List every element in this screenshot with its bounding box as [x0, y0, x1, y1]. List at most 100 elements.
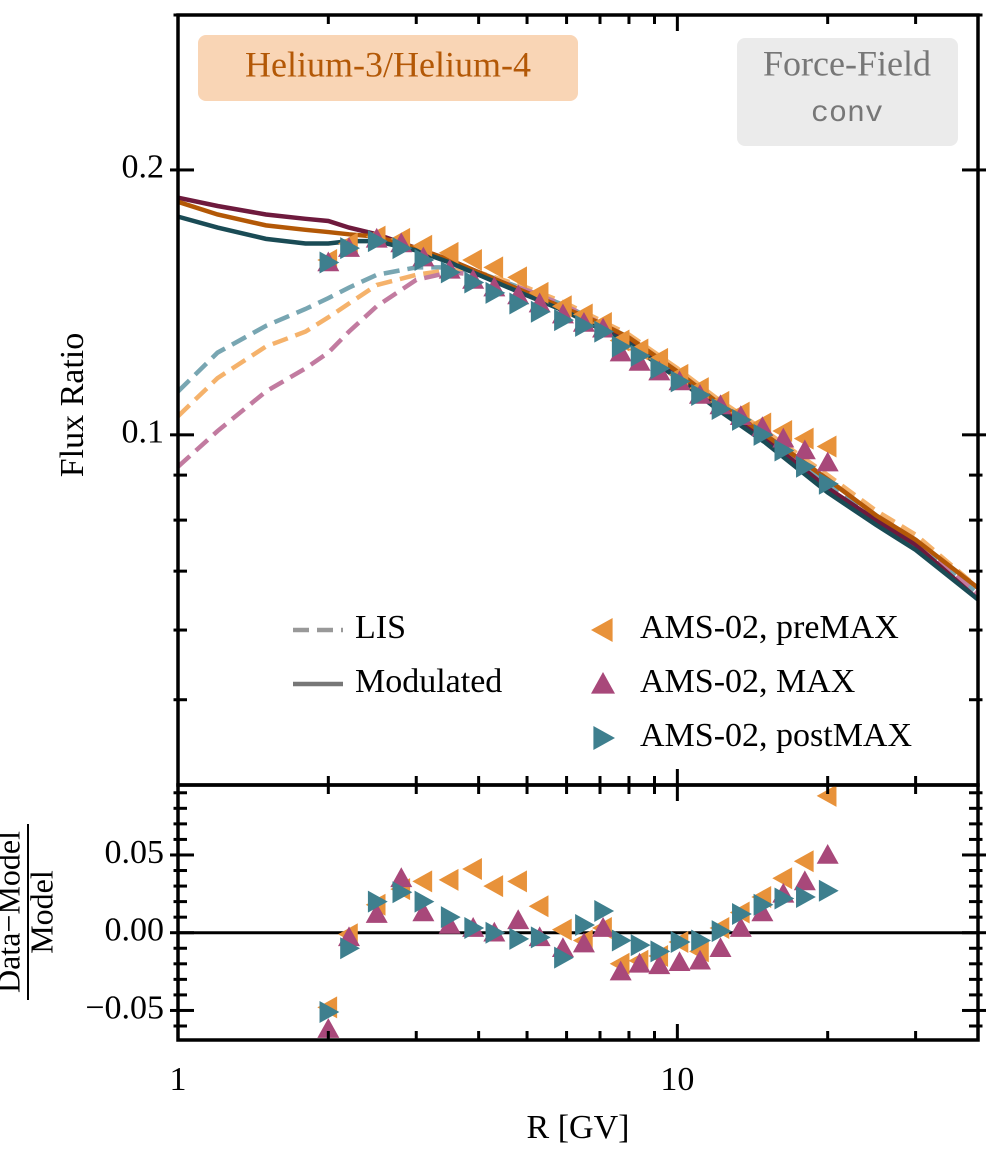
legend-label: LIS: [355, 609, 406, 646]
y-tick-label: −0.05: [85, 989, 164, 1026]
data-point: [464, 917, 485, 940]
data-point: [392, 881, 413, 904]
data-point: [650, 357, 671, 380]
y-label-numerator: Data−Model: [0, 831, 26, 993]
data-point: [732, 903, 752, 926]
y-tick-label: 0.2: [122, 149, 165, 186]
data-point: [668, 951, 691, 972]
data-point: [816, 843, 839, 864]
data-point: [753, 423, 774, 446]
residual-y-label: Data−Model Model: [0, 824, 59, 1000]
model-curve: [176, 267, 980, 590]
data-point: [594, 899, 615, 922]
data-point: [611, 929, 632, 952]
x-tick-label: 10: [660, 1061, 694, 1098]
data-point: [816, 435, 837, 458]
data-point: [753, 893, 774, 916]
data-point: [507, 266, 527, 289]
data-point: [414, 249, 435, 272]
data-point: [572, 932, 595, 953]
data-point: [575, 913, 595, 936]
data-point: [732, 408, 752, 431]
model-tag: conv: [811, 97, 883, 131]
data-point: [438, 913, 461, 934]
data-point: [793, 870, 816, 891]
data-point: [365, 903, 388, 923]
data-point: [528, 281, 549, 304]
data-point: [412, 901, 435, 922]
data-point: [509, 292, 530, 315]
data-point: [507, 909, 530, 930]
data-point: [464, 271, 485, 294]
data-point: [483, 256, 504, 279]
data-point: [628, 952, 651, 973]
legend-label: AMS-02, MAX: [640, 663, 855, 700]
data-point: [691, 929, 711, 952]
data-point: [709, 937, 732, 958]
data-point: [390, 867, 413, 888]
data-point: [412, 870, 433, 893]
data-point: [630, 934, 651, 957]
data-point: [438, 868, 459, 891]
data-point: [594, 320, 615, 343]
data-point: [438, 241, 459, 264]
data-point: [554, 946, 574, 969]
data-point: [729, 917, 752, 937]
model-curve: [177, 199, 980, 590]
data-point: [611, 335, 632, 358]
data-point: [688, 949, 711, 970]
data-point: [711, 920, 732, 943]
data-point: [340, 237, 360, 260]
data-point: [367, 230, 388, 253]
data-point: [317, 1018, 340, 1038]
x-axis-label: R [GV]: [527, 1109, 630, 1146]
data-point: [575, 314, 595, 337]
data-point: [485, 921, 506, 944]
data-point: [793, 850, 814, 873]
data-point: [319, 1001, 340, 1024]
data-point: [528, 895, 549, 918]
data-point: [551, 918, 572, 941]
data-point: [796, 455, 816, 478]
data-point: [485, 281, 506, 304]
data-point: [414, 890, 435, 913]
data-point: [507, 870, 527, 893]
data-point: [648, 954, 671, 975]
data-point: [818, 472, 839, 495]
data-point: [554, 309, 574, 332]
data-point: [367, 890, 388, 913]
y-label-denominator: Model: [23, 870, 59, 954]
title-box: [198, 35, 578, 101]
data-point: [440, 906, 461, 929]
data-point: [774, 439, 795, 462]
data-point: [462, 249, 482, 272]
data-point: [340, 937, 360, 960]
data-point: [648, 347, 669, 370]
data-point: [630, 344, 651, 367]
data-point: [816, 784, 837, 807]
data-point: [609, 960, 632, 981]
data-point: [816, 451, 839, 472]
data-point: [818, 879, 839, 902]
model-box: [737, 38, 958, 146]
data-point: [793, 439, 816, 460]
data-point: [650, 940, 671, 963]
y-axis-label: Flux Ratio: [54, 333, 91, 478]
data-point: [774, 887, 795, 910]
data-point: [793, 427, 814, 450]
data-point: [691, 383, 711, 406]
data-point: [530, 300, 551, 323]
legend-label: AMS-02, preMAX: [640, 609, 899, 646]
data-point: [392, 237, 413, 260]
model-label: Force-Field: [763, 43, 931, 83]
data-point: [530, 926, 551, 949]
data-point: [670, 931, 691, 954]
legend-marker: [591, 618, 613, 642]
data-point: [462, 857, 482, 880]
model-curve: [177, 214, 980, 602]
data-point: [796, 885, 816, 908]
data-point: [440, 261, 461, 284]
data-point: [319, 251, 340, 274]
data-point: [483, 875, 504, 898]
